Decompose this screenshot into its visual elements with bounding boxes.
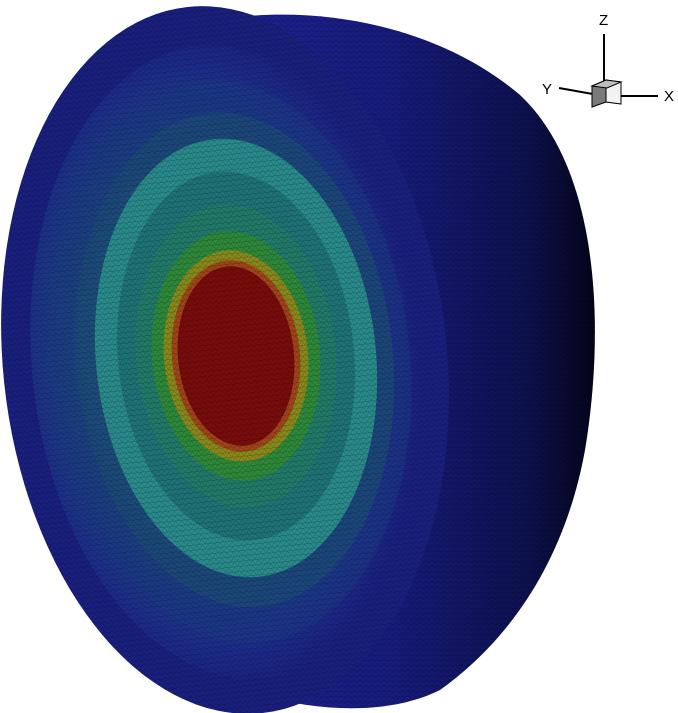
orientation-cube-icon [590,79,623,108]
x-axis-label: X [664,88,674,105]
axes-triad: Z Y X [542,12,674,108]
y-axis-label: Y [542,81,552,98]
z-axis-label: Z [599,12,608,29]
cut-face-contours [1,6,449,713]
